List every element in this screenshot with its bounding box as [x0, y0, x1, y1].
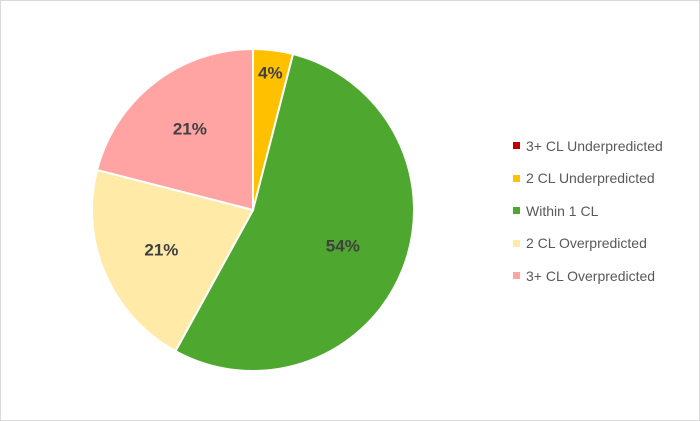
legend: 3+ CL Underpredicted 2 CL Underpredicted… [513, 135, 663, 298]
legend-item-2-underpredicted: 2 CL Underpredicted [513, 168, 663, 190]
legend-item-3plus-underpredicted: 3+ CL Underpredicted [513, 135, 663, 157]
legend-label: 2 CL Underpredicted [526, 170, 655, 187]
legend-label: 3+ CL Overpredicted [526, 267, 656, 284]
data-label-4: 21% [144, 241, 178, 260]
data-label-2: 4% [258, 64, 283, 83]
pie-slice-4 [91, 168, 255, 353]
legend-label: Within 1 CL [526, 202, 599, 219]
pie-slice-5 [95, 47, 254, 212]
data-label-3: 54% [326, 237, 360, 256]
legend-label: 3+ CL Underpredicted [526, 137, 663, 154]
legend-label: 2 CL Overpredicted [526, 235, 647, 252]
data-label-5: 21% [173, 120, 207, 139]
legend-swatch [513, 142, 520, 150]
legend-swatch [513, 174, 520, 182]
legend-swatch [513, 272, 520, 280]
pie-slice-3 [174, 52, 415, 372]
legend-item-2-overpredicted: 2 CL Overpredicted [513, 233, 663, 255]
legend-swatch [513, 239, 520, 247]
legend-swatch [513, 207, 520, 215]
legend-item-3plus-overpredicted: 3+ CL Overpredicted [513, 265, 663, 287]
legend-item-within-1: Within 1 CL [513, 200, 663, 222]
